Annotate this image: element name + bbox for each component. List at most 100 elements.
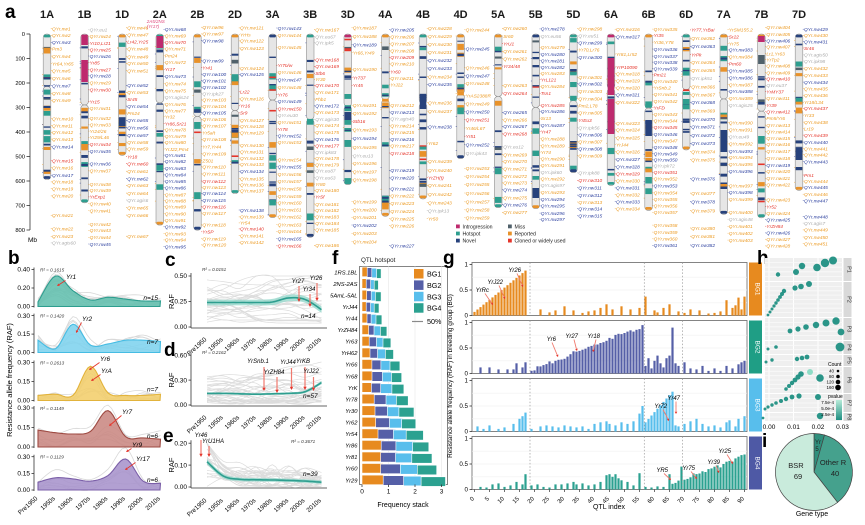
svg-text:QYr.nw176: QYr.nw176	[315, 137, 339, 143]
svg-text:QYr.nw368: QYr.nw368	[691, 100, 715, 106]
svg-text:QYr.nw92: QYr.nw92	[165, 225, 186, 231]
svg-text:QYr.nw332: QYr.nw332	[616, 193, 640, 199]
svg-text:QYr.nw224: QYr.nw224	[390, 209, 414, 215]
svg-text:QYr.nw342: QYr.nw342	[654, 99, 678, 105]
svg-text:QYr.nw144: QYr.nw144	[278, 33, 302, 39]
svg-text:QYr.nw252: QYr.nw252	[466, 143, 490, 149]
svg-text:QYr.nw313: QYr.nw313	[578, 200, 602, 206]
svg-text:QYr.nw115: QYr.nw115	[202, 198, 226, 204]
svg-text:Miss: Miss	[515, 224, 526, 230]
svg-text:QYr.nw327: QYr.nw327	[616, 157, 640, 163]
svg-text:QYr.nw369: QYr.nw369	[691, 109, 715, 115]
svg-text:QYr.nw37: QYr.nw37	[90, 169, 111, 175]
svg-text:QYr.nw214: QYr.nw214	[390, 123, 414, 129]
svg-text:R² = 0.1420: R² = 0.1420	[40, 314, 65, 319]
svg-text:QYr.nw170: QYr.nw170	[315, 83, 339, 89]
svg-text:Pm24: Pm24	[165, 54, 178, 60]
svg-text:QYr.nw128: QYr.nw128	[240, 124, 264, 130]
svg-text:QYr.nw271: QYr.nw271	[503, 166, 527, 172]
svg-text:QYr.nw310: QYr.nw310	[578, 178, 602, 184]
svg-text:QYr.nw341: QYr.nw341	[654, 92, 678, 98]
svg-text:QYr.nw189: QYr.nw189	[353, 43, 377, 49]
svg-text:QYr.nw155: QYr.nw155	[278, 165, 302, 171]
svg-text:QYr.nw266: QYr.nw266	[503, 117, 527, 123]
svg-text:QYr.nw376: QYr.nw376	[691, 177, 715, 183]
svg-text:Yr18: Yr18	[587, 334, 600, 340]
svg-text:0.01: 0.01	[787, 424, 800, 431]
svg-text:QYr.nw303: QYr.nw303	[578, 89, 602, 95]
svg-text:50: 50	[617, 496, 626, 505]
svg-text:QYr.nw337: QYr.nw337	[654, 54, 678, 60]
svg-text:QYr.nw330: QYr.nw330	[616, 179, 640, 185]
svg-text:Yr74: Yr74	[541, 150, 551, 156]
svg-text:45: 45	[602, 496, 611, 505]
svg-text:QYr.nw38: QYr.nw38	[90, 182, 111, 188]
svg-text:n=7: n=7	[147, 339, 158, 346]
svg-text:QYr.nw356: QYr.nw356	[654, 203, 678, 209]
svg-text:QYr.nw147: QYr.nw147	[278, 77, 302, 83]
svg-text:QYr.nw45: QYr.nw45	[90, 242, 111, 248]
svg-text:1B: 1B	[78, 9, 92, 21]
svg-text:1: 1	[387, 489, 391, 496]
svg-text:R² = 0.1615: R² = 0.1615	[40, 268, 65, 273]
svg-text:QYr.nw149: QYr.nw149	[278, 99, 302, 105]
svg-text:QYr.eu87: QYr.eu87	[315, 168, 336, 174]
svg-text:QYr.nw431: QYr.nw431	[804, 39, 828, 45]
svg-text:QYr.nw242: QYr.nw242	[428, 192, 452, 198]
svg-text:QYr.nw108: QYr.nw108	[202, 137, 226, 143]
svg-text:QYr.nw352: QYr.nw352	[654, 177, 678, 183]
svg-text:d: d	[164, 340, 176, 361]
svg-text:Yr1: Yr1	[66, 274, 77, 281]
svg-text:QYr.nw100: QYr.nw100	[202, 72, 226, 78]
svg-text:QYr.nw229: QYr.nw229	[428, 34, 452, 40]
svg-text:QYr.nw272: QYr.nw272	[503, 174, 527, 180]
svg-text:QYr.nw59: QYr.nw59	[127, 147, 148, 153]
svg-text:QYr.nw187: QYr.nw187	[353, 26, 377, 32]
svg-text:QYr.nw282: QYr.nw282	[541, 65, 565, 71]
svg-text:YrJ22: YrJ22	[303, 369, 319, 375]
svg-text:QYr.nw87: QYr.nw87	[165, 192, 186, 198]
svg-text:Stb16: Stb16	[353, 119, 366, 125]
svg-text:QYr.agis60: QYr.agis60	[52, 241, 76, 247]
svg-text:QYr.eu1: QYr.eu1	[90, 28, 108, 34]
svg-text:0.02: 0.02	[812, 424, 825, 431]
svg-text:YrZH84: YrZH84	[338, 328, 358, 334]
svg-text:QYr.nw57: QYr.nw57	[127, 133, 148, 139]
svg-text:QYr.nw404: QYr.nw404	[766, 25, 790, 31]
svg-text:QYr.nw331: QYr.nw331	[616, 186, 640, 192]
svg-text:QYr.nw386: QYr.nw386	[729, 76, 753, 82]
svg-text:10: 10	[497, 496, 506, 505]
svg-text:2.5e-4: 2.5e-4	[821, 412, 834, 417]
svg-text:YrJ22,Pm4: YrJ22,Pm4	[165, 147, 189, 153]
svg-text:QYr.nw78: QYr.nw78	[165, 128, 186, 134]
svg-text:Yr36,Y78: Yr36,Y78	[654, 40, 674, 46]
svg-text:QYr.nw371: QYr.nw371	[691, 124, 715, 130]
svg-text:QYr.nw300: QYr.nw300	[578, 55, 602, 61]
svg-text:YrTo/w: YrTo/w	[278, 63, 293, 69]
svg-text:QYr.nw119: QYr.nw119	[202, 237, 226, 243]
svg-text:0.20: 0.20	[17, 285, 30, 292]
svg-text:QYr.nw162: QYr.nw162	[278, 215, 302, 221]
svg-text:QYr.nw427: QYr.nw427	[766, 237, 790, 243]
svg-text:QYr.nw152: QYr.nw152	[278, 134, 302, 140]
svg-text:QYr.nw81: QYr.nw81	[165, 153, 186, 159]
svg-text:5: 5	[484, 496, 491, 503]
svg-text:QYr.nw263: QYr.nw263	[503, 83, 527, 89]
svg-text:YrZH84: YrZH84	[264, 370, 285, 376]
svg-text:QYr.nw258: QYr.nw258	[466, 208, 490, 214]
svg-text:QYr.nw113: QYr.nw113	[202, 185, 226, 191]
svg-text:Yr34/48: Yr34/48	[503, 64, 520, 70]
svg-text:QYr.nw28: QYr.nw28	[90, 74, 111, 80]
svg-text:QYr.nw449: QYr.nw449	[804, 228, 828, 234]
svg-text:Yr78: Yr78	[278, 127, 288, 133]
svg-text:QYr.nw135: QYr.nw135	[240, 176, 264, 182]
svg-text:Yr72: Yr72	[654, 404, 667, 410]
svg-text:QYr.nw351: QYr.nw351	[654, 170, 678, 176]
svg-text:QYr.nw169: QYr.nw169	[315, 64, 339, 70]
svg-text:QYr.nw63: QYr.nw63	[127, 183, 148, 189]
svg-text:QYr.nw286: QYr.nw286	[541, 109, 565, 115]
svg-text:BG4: BG4	[427, 304, 441, 313]
svg-text:25: 25	[542, 496, 551, 505]
svg-text:QYr.nw422: QYr.nw422	[766, 183, 790, 189]
svg-text:b: b	[8, 248, 20, 269]
